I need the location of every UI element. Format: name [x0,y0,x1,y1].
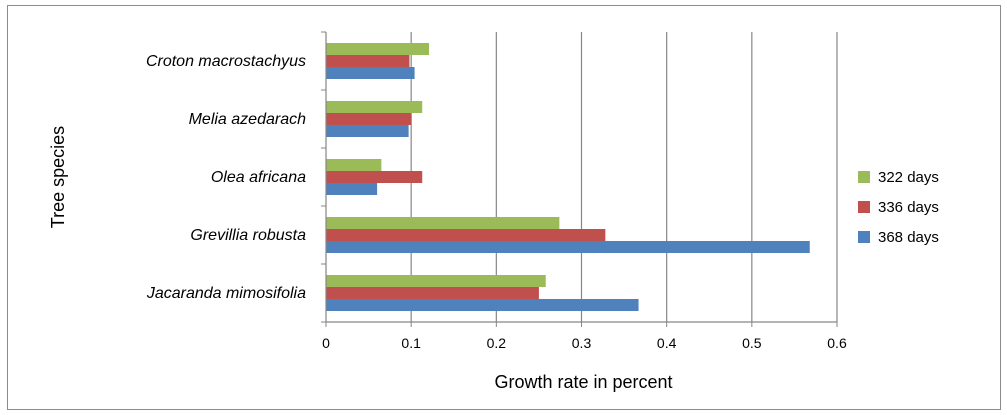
bar [326,229,606,241]
bar [326,101,423,113]
bars [326,43,810,311]
bar [326,287,539,299]
category-label: Jacaranda mimosifolia [146,285,306,302]
x-tick-label: 0.5 [742,335,762,351]
x-tick-label: 0.1 [401,335,421,351]
y-axis-title: Tree species [48,126,68,228]
x-axis-title: Growth rate in percent [494,372,672,392]
tick-labels: 0 0.1 0.2 0.3 0.4 0.5 0.6 [322,335,847,351]
legend-label: 336 days [878,199,939,216]
category-labels: Jacaranda mimosifolia Grevillia robusta Ol… [146,53,306,302]
x-tick-label: 0.3 [572,335,592,351]
bar [326,55,410,67]
x-tick-label: 0 [322,335,330,351]
bar [326,43,430,55]
legend-swatch [858,201,870,213]
legend-swatch [858,231,870,243]
bar [326,183,378,195]
axes [321,31,838,327]
bar [326,67,415,79]
bar [326,159,382,171]
legend-label: 322 days [878,169,939,186]
x-tick-label: 0.4 [657,335,677,351]
bar [326,125,409,137]
bar [326,299,639,311]
bar [326,217,560,229]
legend-swatch [858,171,870,183]
bar [326,241,810,253]
x-tick-label: 0.6 [827,335,847,351]
legend-label: 368 days [878,229,939,246]
gridlines [410,32,838,322]
x-tick-label: 0.2 [487,335,507,351]
chart-frame [7,5,1001,410]
bar [326,113,412,125]
category-label: Melia azedarach [189,111,307,128]
category-label: Croton macrostachyus [146,53,306,70]
category-label: Grevillia robusta [190,227,306,244]
legend: 322 days 336 days 368 days [858,169,939,246]
category-label: Olea africana [211,169,306,186]
bar [326,275,546,287]
bar [326,171,423,183]
